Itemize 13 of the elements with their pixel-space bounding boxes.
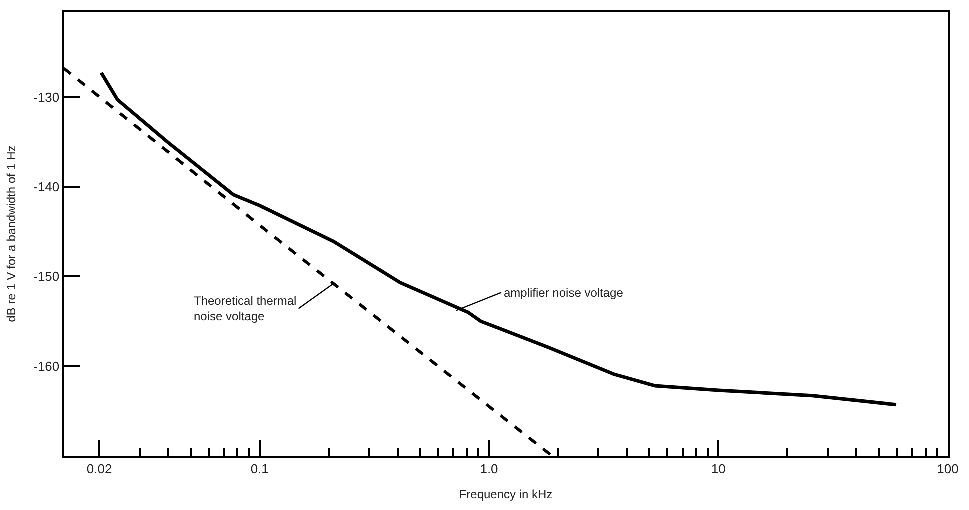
x-tick-label: 10 — [711, 461, 726, 476]
y-tick-label: -160 — [34, 358, 60, 374]
x-tick-label: 1.0 — [480, 461, 498, 476]
y-tick-label: -130 — [34, 90, 60, 105]
annotation: amplifier noise voltage — [504, 286, 624, 300]
x-tick-label: 0.02 — [86, 461, 112, 476]
x-axis-title: Frequency in kHz — [459, 488, 553, 502]
y-tick-label: -150 — [34, 269, 60, 284]
annotation: Theoretical thermal noise voltage — [194, 294, 297, 324]
x-tick-label: 100 — [937, 461, 959, 476]
x-tick-label: 0.1 — [250, 461, 269, 476]
y-tick-label: -140 — [34, 179, 60, 194]
y-axis-title: dB re 1 V for a bandwidth of 1 Hz — [4, 146, 18, 322]
